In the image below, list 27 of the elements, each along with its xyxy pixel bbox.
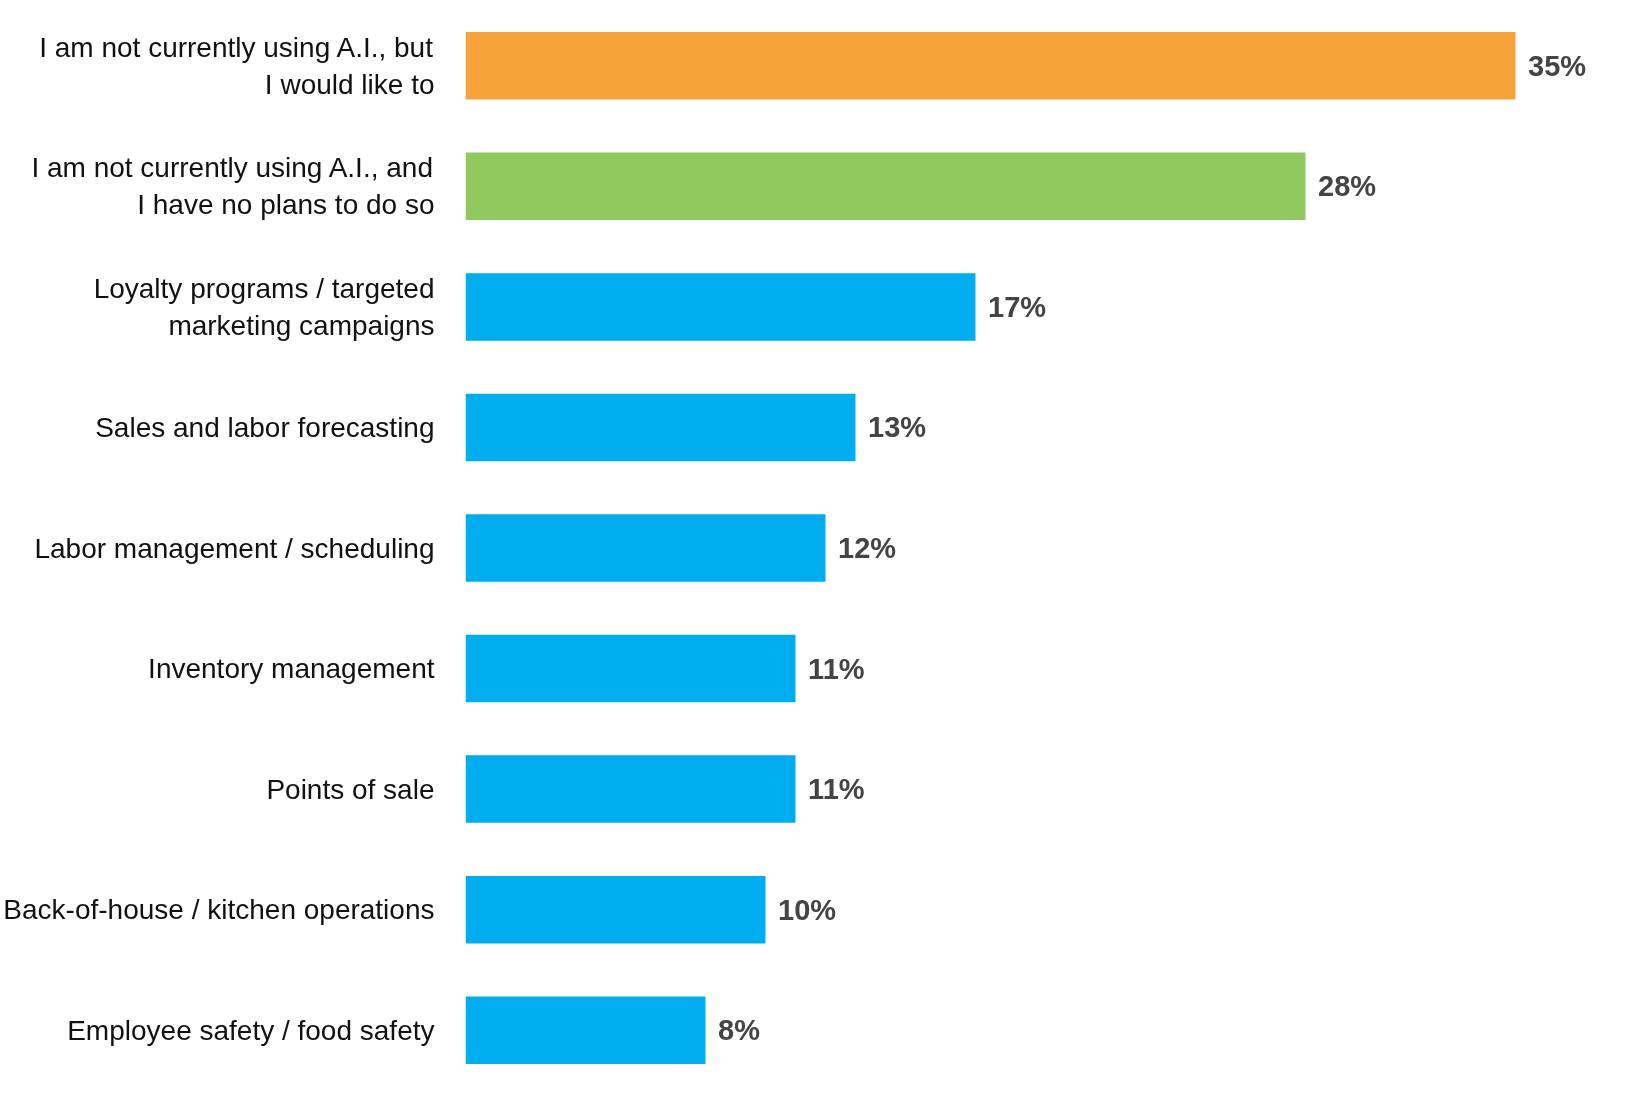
data-label: 11% [808, 773, 865, 806]
y-tick-label: Sales and labor forecasting [95, 411, 435, 443]
data-label: 17% [988, 290, 1047, 323]
bar [465, 875, 766, 944]
y-tick-label: Loyalty programs / targeted marketing campaigns [93, 272, 435, 341]
data-label: 28% [1318, 170, 1377, 203]
y-tick-label: Points of sale [266, 773, 435, 805]
bar [465, 32, 1516, 100]
bar [465, 514, 826, 582]
bar [465, 634, 796, 703]
bar [465, 755, 796, 823]
y-tick-label: Employee safety / food safety [67, 1014, 435, 1046]
data-label: 13% [868, 411, 927, 444]
bar [465, 996, 706, 1064]
bar [465, 152, 1306, 221]
data-label: 35% [1528, 49, 1587, 82]
data-label: 10% [778, 893, 837, 926]
y-tick-label: Labor management / scheduling [34, 532, 435, 564]
data-label: 8% [718, 1014, 761, 1047]
data-label: 12% [838, 532, 897, 564]
y-tick-label: Inventory management [148, 653, 435, 685]
bar [465, 393, 856, 462]
y-tick-label: I am not currently using A.I., but I would like to [39, 31, 435, 100]
bar [465, 273, 976, 341]
y-tick-label: Back-of-house / kitchen operations [3, 894, 435, 926]
y-tick-label: I am not currently using A.I., and I have no plans to do so [31, 152, 435, 221]
data-label: 11% [808, 652, 865, 685]
